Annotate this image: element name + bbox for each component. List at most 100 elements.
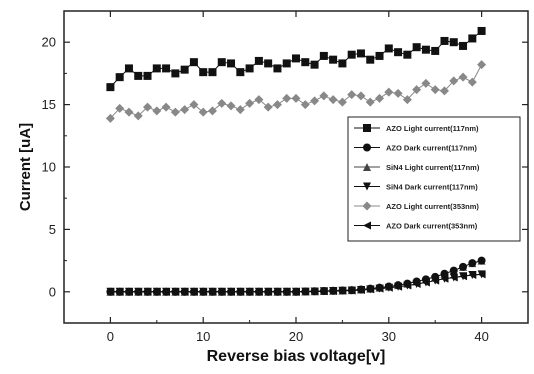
data-point xyxy=(236,68,245,77)
legend-marker xyxy=(363,163,371,171)
data-point xyxy=(449,76,459,86)
data-point xyxy=(421,45,430,54)
data-series xyxy=(105,26,487,296)
legend-marker xyxy=(363,182,371,191)
data-point xyxy=(440,36,449,45)
data-point xyxy=(430,85,440,95)
data-point xyxy=(105,113,115,123)
axis-ticks: 0 10 20 30 40 0 5 10 15 20 xyxy=(42,10,529,344)
x-axis-title: Reverse bias voltage[v] xyxy=(207,348,386,365)
data-point xyxy=(384,282,393,291)
x-tick-label: 20 xyxy=(289,329,303,344)
data-point xyxy=(403,50,412,59)
data-point xyxy=(171,287,180,296)
data-point xyxy=(217,287,226,296)
data-point xyxy=(329,55,338,64)
y-tick-label: 10 xyxy=(42,160,56,175)
data-point xyxy=(207,106,217,116)
data-point xyxy=(421,78,431,88)
legend-label: SiN4 Light current(117nm) xyxy=(386,163,480,172)
data-point xyxy=(412,85,422,95)
data-point xyxy=(338,286,347,295)
data-point xyxy=(143,102,153,112)
data-point xyxy=(162,287,171,296)
data-point xyxy=(347,286,356,295)
data-point xyxy=(394,48,403,57)
x-tick-label: 30 xyxy=(382,329,396,344)
data-point xyxy=(282,287,291,296)
data-point xyxy=(468,270,477,279)
data-point xyxy=(106,287,115,296)
data-point xyxy=(375,93,385,103)
data-point xyxy=(162,64,171,73)
data-point xyxy=(217,58,226,67)
data-point xyxy=(319,51,328,60)
x-tick-label: 0 xyxy=(107,329,114,344)
data-point xyxy=(134,287,143,296)
data-point xyxy=(208,68,217,77)
data-point xyxy=(468,34,477,43)
y-tick-label: 5 xyxy=(49,222,56,237)
data-point xyxy=(439,86,449,96)
data-point xyxy=(171,69,180,78)
data-point xyxy=(273,287,282,296)
data-point xyxy=(180,65,189,74)
data-point xyxy=(347,90,357,100)
data-point xyxy=(431,272,440,281)
data-point xyxy=(254,95,264,105)
y-tick-label: 20 xyxy=(42,35,56,50)
data-point xyxy=(189,287,198,296)
y-axis-title: Current [uA] xyxy=(17,123,34,211)
legend: AZO Light current(117nm) AZO Dark current… xyxy=(347,116,521,242)
data-point xyxy=(449,38,458,47)
data-point xyxy=(226,101,236,111)
data-point xyxy=(301,287,310,296)
data-point xyxy=(412,43,421,52)
data-point xyxy=(459,272,468,281)
data-point xyxy=(152,64,161,73)
data-point xyxy=(124,107,134,117)
data-point xyxy=(124,287,133,296)
data-point xyxy=(115,103,125,113)
data-point xyxy=(170,107,180,117)
y-tick-label: 0 xyxy=(49,284,56,299)
data-point xyxy=(134,71,143,80)
data-point xyxy=(263,102,273,112)
data-point xyxy=(199,68,208,77)
data-point xyxy=(319,91,329,101)
data-point xyxy=(412,277,421,286)
data-point xyxy=(366,284,375,293)
series-azo-light-current-117nm- xyxy=(106,26,486,92)
data-point xyxy=(459,41,468,50)
legend-marker xyxy=(362,201,372,211)
data-point xyxy=(198,107,208,117)
legend-label: AZO Dark current(353nm) xyxy=(386,222,478,231)
x-tick-label: 10 xyxy=(196,329,210,344)
data-point xyxy=(282,93,292,103)
data-point xyxy=(384,44,393,53)
legend-label: AZO Dark current(117nm) xyxy=(386,144,477,153)
series-azo-dark-current-117nm- xyxy=(106,256,486,296)
data-point xyxy=(227,287,236,296)
data-point xyxy=(365,97,375,107)
data-point xyxy=(143,287,152,296)
legend-box xyxy=(347,116,521,242)
data-point xyxy=(264,287,273,296)
data-point xyxy=(152,287,161,296)
legend-label: SiN4 Dark current(117nm) xyxy=(386,183,478,192)
data-point xyxy=(366,55,375,64)
data-point xyxy=(421,275,430,284)
data-point xyxy=(208,287,217,296)
data-point xyxy=(273,64,282,73)
legend-label: AZO Light current(117nm) xyxy=(386,124,479,133)
data-point xyxy=(254,56,263,65)
data-point xyxy=(356,91,366,101)
data-point xyxy=(310,60,319,69)
legend-label: AZO Light current(353nm) xyxy=(386,202,479,211)
legend-marker xyxy=(363,143,371,152)
series-azo-light-current-353nm- xyxy=(105,60,487,123)
data-point xyxy=(375,283,384,292)
data-point xyxy=(310,96,320,106)
data-point xyxy=(254,287,263,296)
